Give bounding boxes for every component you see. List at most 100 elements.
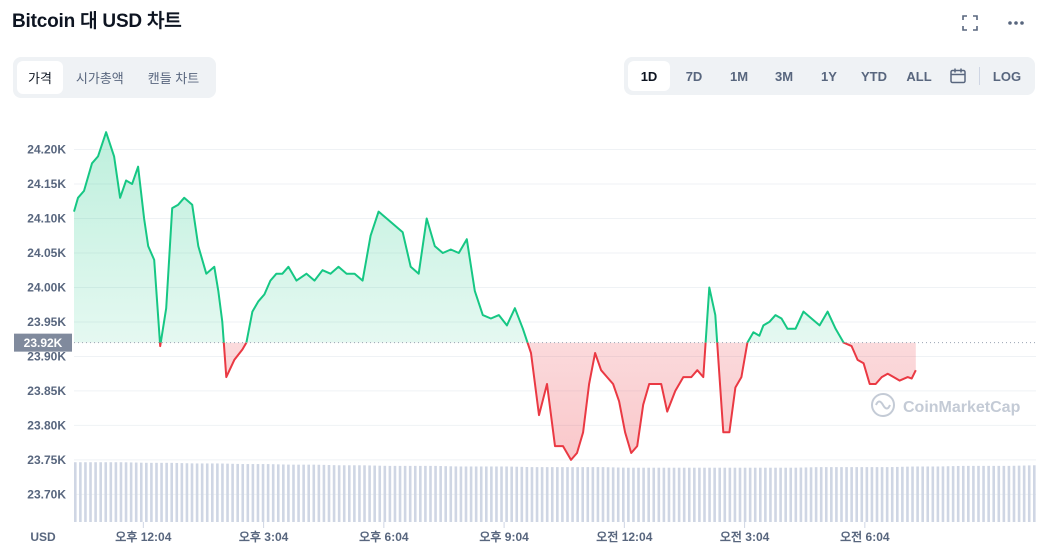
current-price-tag: 23.92K [14, 333, 72, 352]
x-axis-ticks: USD 오후 12:04 오후 3:04 오후 6:04 오후 9:04 오전 12:04… [30, 522, 890, 544]
volume-bar [824, 467, 828, 522]
volume-bar [540, 467, 544, 522]
volume-bar [936, 466, 940, 522]
volume-bar [459, 466, 463, 522]
volume-bar [693, 467, 696, 522]
range-3m[interactable]: 3M [774, 68, 794, 84]
volume-bar [835, 467, 838, 522]
volume-bar [1022, 465, 1026, 522]
volume-bar [74, 462, 77, 522]
volume-bar [413, 465, 417, 522]
range-1y[interactable]: 1Y [821, 68, 837, 84]
time-range-selector: 1D 7D 1M 3M 1Y YTD ALL LOG [624, 57, 1035, 95]
volume-bar [941, 466, 945, 522]
volume-bar [490, 466, 493, 522]
volume-bar [327, 465, 331, 522]
volume-bar [637, 467, 640, 522]
volume-bar [520, 466, 524, 522]
y-tick-label: 24.00K [27, 280, 66, 294]
tab-price[interactable]: 가격 [17, 61, 63, 94]
range-1d[interactable]: 1D [628, 61, 670, 91]
volume-bar [972, 465, 975, 522]
volume-bar [556, 467, 559, 522]
range-ytd[interactable]: YTD [861, 68, 887, 84]
more-icon[interactable] [1005, 12, 1027, 34]
volume-bar [444, 466, 448, 522]
volume-bar [505, 466, 508, 522]
volume-bar [606, 467, 610, 522]
volume-bar [789, 467, 793, 522]
volume-bars [74, 462, 1036, 522]
y-tick-label: 24.20K [27, 142, 66, 156]
volume-bar [967, 465, 970, 522]
volume-bar [961, 465, 965, 522]
expand-icon[interactable] [959, 12, 981, 34]
volume-bar [94, 462, 97, 522]
volume-bar [408, 465, 412, 522]
volume-bar [231, 463, 234, 522]
log-toggle[interactable]: LOG [992, 68, 1022, 84]
x-tick-label: 오전 3:04 [720, 529, 770, 544]
volume-bar [804, 467, 808, 522]
volume-bar [419, 465, 422, 522]
volume-bar [880, 467, 884, 522]
volume-bar [642, 467, 645, 522]
volume-bar [180, 463, 184, 522]
volume-bar [906, 466, 909, 522]
volume-bar [251, 464, 255, 522]
volume-bar [368, 465, 371, 522]
volume-bar [150, 462, 153, 522]
volume-bar [170, 462, 174, 522]
volume-bar [525, 466, 529, 522]
volume-bar [550, 467, 554, 522]
range-all[interactable]: ALL [906, 68, 932, 84]
volume-bar [271, 464, 275, 522]
volume-bar [353, 465, 356, 522]
volume-bar [109, 462, 113, 522]
volume-bar [774, 467, 777, 522]
volume-bar [469, 466, 473, 522]
x-tick-label: 오후 3:04 [239, 529, 289, 544]
tab-candle-chart[interactable]: 캔들 차트 [147, 71, 200, 86]
volume-bar [398, 465, 402, 522]
x-tick-label: 오후 9:04 [479, 529, 529, 544]
volume-bar [733, 467, 737, 522]
volume-bar [794, 467, 798, 522]
volume-bar [591, 467, 595, 522]
volume-bar [1007, 465, 1011, 522]
volume-bar [99, 462, 102, 522]
volume-bar [195, 463, 199, 522]
volume-bar [875, 467, 879, 522]
volume-bar [672, 467, 676, 522]
volume-bar [571, 467, 574, 522]
volume-bar [545, 467, 549, 522]
volume-bar [373, 465, 376, 522]
volume-bar [611, 467, 615, 522]
price-line [73, 131, 917, 461]
volume-bar [647, 467, 650, 522]
range-7d[interactable]: 7D [685, 68, 703, 84]
volume-bar [921, 466, 924, 522]
volume-bar [429, 465, 432, 522]
volume-bar [682, 467, 686, 522]
price-tag-label: 23.92K [24, 336, 63, 350]
volume-bar [292, 464, 295, 522]
price-area-above [74, 132, 916, 343]
calendar-icon[interactable] [943, 61, 973, 91]
volume-bar [916, 466, 919, 522]
volume-bar [738, 467, 742, 522]
tab-market-cap[interactable]: 시가총액 [75, 71, 124, 86]
y-tick-label: 23.85K [27, 384, 66, 398]
volume-bar [1027, 465, 1031, 522]
volume-bar [708, 467, 711, 522]
range-1m[interactable]: 1M [729, 68, 749, 84]
volume-bar [896, 466, 899, 522]
volume-bar [662, 467, 666, 522]
volume-bar [997, 465, 1001, 522]
x-tick-label: 오후 12:04 [115, 529, 171, 544]
volume-bar [926, 466, 930, 522]
volume-bar [764, 467, 767, 522]
volume-bar [190, 463, 194, 522]
volume-bar [134, 462, 138, 522]
volume-bar [581, 467, 585, 522]
